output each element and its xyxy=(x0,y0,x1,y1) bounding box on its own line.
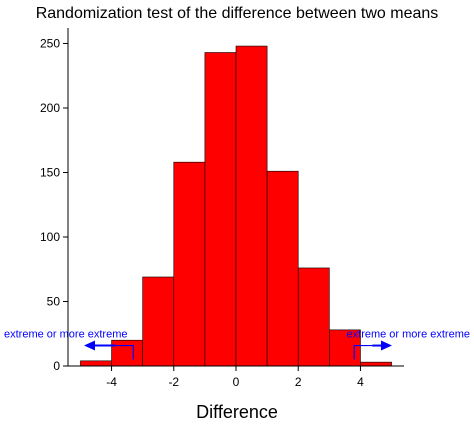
annotations-group: extreme or more extreme extreme or more e… xyxy=(4,329,470,360)
annotation-bracket xyxy=(353,344,373,360)
histogram-bar-1 xyxy=(111,339,143,367)
x-tick-label: -2 xyxy=(168,375,179,389)
arrow-left-icon xyxy=(84,340,95,351)
axes-group: 0 50 100 150 200 250 -4 -2 0 2 4 xyxy=(40,28,404,389)
x-axis-label: Difference xyxy=(196,402,278,422)
histogram-bar-6 xyxy=(266,170,299,367)
x-tick-label: -4 xyxy=(106,375,117,389)
y-tick-label: 200 xyxy=(40,101,60,115)
x-tick-label: 2 xyxy=(295,375,302,389)
annotation-text: extreme or more extreme xyxy=(4,329,127,341)
arrow-right-icon xyxy=(381,340,392,351)
y-tick-label: 100 xyxy=(40,230,60,244)
y-tick-label: 0 xyxy=(53,359,60,373)
chart-title: Randomization test of the difference bet… xyxy=(36,5,439,22)
histogram-bar-5 xyxy=(235,45,268,367)
y-tick-label: 50 xyxy=(47,294,61,308)
histogram-bar-7 xyxy=(297,267,330,367)
x-tick-label: 0 xyxy=(233,375,240,389)
x-tick-label: 4 xyxy=(357,375,364,389)
annotation-left: extreme or more extreme xyxy=(4,329,134,360)
annotation-right: extreme or more extreme xyxy=(347,329,470,360)
histogram-bar-2 xyxy=(142,276,175,367)
histogram-bar-4 xyxy=(204,52,237,367)
histogram-bar-8 xyxy=(329,329,361,367)
annotation-text: extreme or more extreme xyxy=(347,329,470,341)
annotation-bracket xyxy=(115,344,134,360)
y-tick-label: 150 xyxy=(40,165,60,179)
bars-group xyxy=(80,45,392,367)
histogram-bar-0 xyxy=(80,360,112,367)
histogram-bar-3 xyxy=(173,161,206,367)
histogram-bar-9 xyxy=(360,361,392,367)
y-tick-label: 250 xyxy=(40,36,60,50)
